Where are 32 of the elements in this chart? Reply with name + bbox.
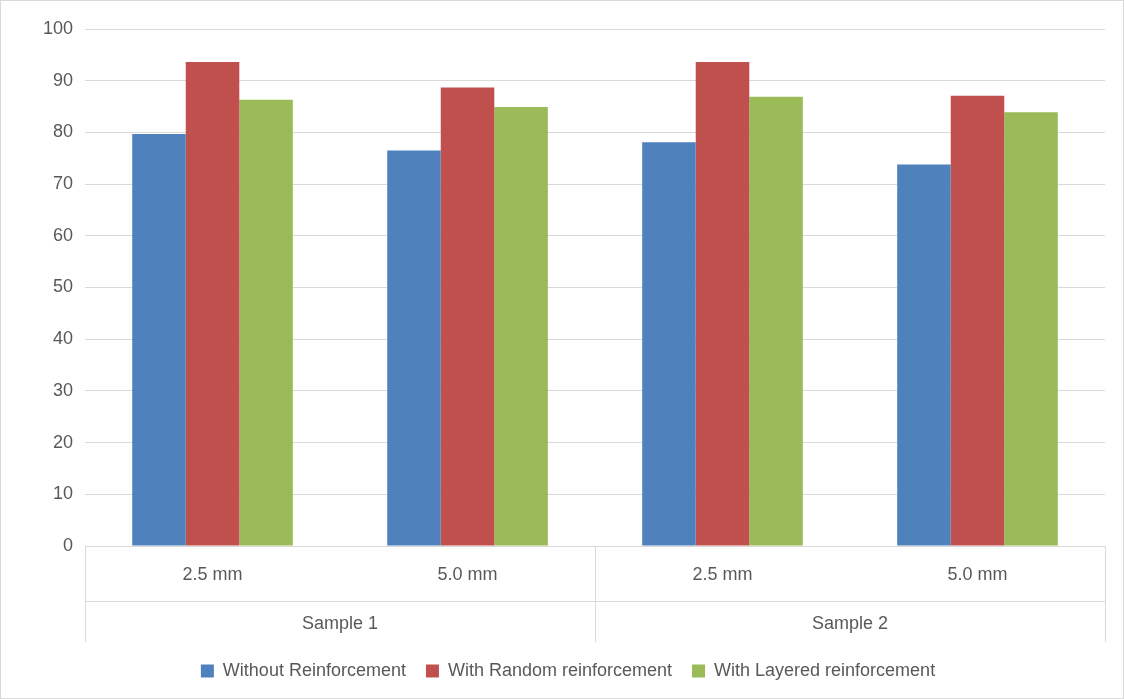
legend-label: With Random reinforcement bbox=[447, 659, 673, 680]
bar bbox=[695, 62, 750, 546]
bar bbox=[950, 95, 1005, 546]
y-tick-label: 0 bbox=[63, 534, 74, 555]
bar bbox=[440, 87, 495, 546]
bar bbox=[387, 150, 441, 546]
legend-label: With Layered reinforcement bbox=[714, 659, 936, 680]
text: Sample 2 bbox=[811, 612, 889, 633]
x-tick-label: 5.0 mm bbox=[947, 563, 1008, 584]
y-tick-label: 90 bbox=[53, 69, 74, 90]
text: Sample 1 bbox=[302, 612, 379, 633]
bar bbox=[132, 133, 186, 546]
y-tick-label: 80 bbox=[53, 121, 74, 142]
bar bbox=[897, 164, 951, 546]
bar bbox=[239, 99, 293, 546]
y-tick-label: 100 bbox=[42, 17, 74, 38]
legend-label: Without Reinforcement bbox=[222, 659, 406, 680]
y-tick-label: 10 bbox=[53, 483, 74, 504]
y-tick-label: 30 bbox=[53, 379, 74, 400]
x-tick-label: 2.5 mm bbox=[692, 563, 753, 584]
x-tick-label: 2.5 mm bbox=[182, 563, 243, 584]
bar bbox=[642, 142, 696, 546]
y-tick-label: 60 bbox=[53, 224, 74, 245]
bar bbox=[749, 96, 803, 546]
bar bbox=[1004, 112, 1058, 546]
bar bbox=[494, 107, 548, 546]
y-tick-label: 40 bbox=[53, 328, 74, 349]
y-tick-label: 70 bbox=[53, 173, 74, 194]
y-tick-label: 20 bbox=[53, 431, 74, 452]
bar bbox=[185, 62, 240, 546]
y-tick-label: 50 bbox=[53, 276, 74, 297]
x-tick-label: 5.0 mm bbox=[437, 563, 498, 584]
